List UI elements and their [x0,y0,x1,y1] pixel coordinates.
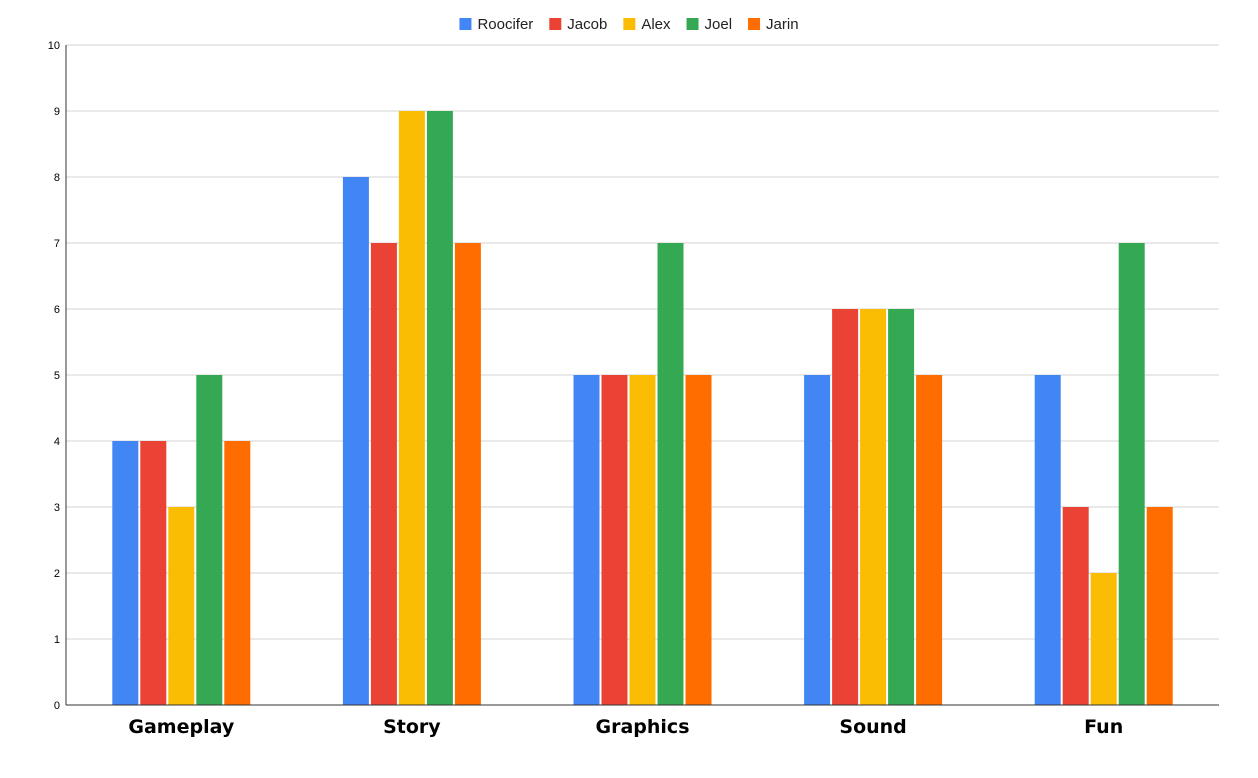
bar-sound-jacob [832,309,859,705]
legend-swatch [748,18,761,30]
bar-graphics-joel [657,243,684,705]
legend-swatch [686,18,699,30]
bar-fun-jarin [1146,507,1173,705]
x-category-label: Gameplay [128,716,234,738]
bar-graphics-roocifer [573,375,600,705]
x-category-label: Sound [839,716,906,738]
x-axis-category-labels: Gameplay Story Graphics Sound Fun [128,716,1123,738]
legend-swatch [623,18,636,30]
legend-item: Joel [686,16,733,33]
x-category-label: Story [383,716,441,738]
legend-label: Joel [705,16,733,33]
bar-story-roocifer [342,177,369,705]
x-category-label: Fun [1084,716,1123,738]
bar-fun-roocifer [1034,375,1061,705]
bar-graphics-jarin [685,375,712,705]
y-tick-label: 6 [54,304,60,316]
y-tick-label: 8 [54,172,60,184]
legend-label: Roocifer [477,16,533,33]
y-tick-label: 4 [54,436,60,448]
y-axis-ticks: 0 1 2 3 4 5 6 7 8 9 10 [48,40,60,712]
legend-item: Roocifer [459,16,533,33]
legend-swatch [459,18,472,30]
legend: Roocifer Jacob Alex Joel Jarin [459,16,799,33]
bars [112,111,1173,705]
legend-swatch [549,18,562,30]
legend-item: Alex [623,16,671,33]
bar-story-jacob [370,243,397,705]
bar-sound-alex [860,309,887,705]
bar-gameplay-joel [196,375,223,705]
y-tick-label: 9 [54,106,60,118]
y-tick-label: 2 [54,568,60,580]
bar-fun-joel [1118,243,1145,705]
legend-item: Jarin [748,16,799,33]
legend-label: Alex [641,16,671,33]
bar-graphics-alex [629,375,656,705]
bar-gameplay-roocifer [112,441,139,705]
y-tick-label: 5 [54,370,60,382]
bar-sound-jarin [916,375,943,705]
bar-gameplay-jarin [224,441,251,705]
bar-fun-alex [1090,573,1117,705]
legend-item: Jacob [549,16,607,33]
y-tick-label: 10 [48,40,60,52]
y-tick-label: 1 [54,634,60,646]
y-tick-label: 3 [54,502,60,514]
bar-sound-joel [888,309,915,705]
bar-story-alex [398,111,425,705]
x-category-label: Graphics [596,716,690,738]
y-tick-label: 0 [54,700,60,712]
y-tick-label: 7 [54,238,60,250]
bar-sound-roocifer [804,375,831,705]
bar-gameplay-jacob [140,441,167,705]
legend-label: Jarin [766,16,799,33]
bar-graphics-jacob [601,375,628,705]
bar-story-jarin [454,243,481,705]
bar-fun-jacob [1062,507,1089,705]
axes [65,45,1219,706]
bar-story-joel [426,111,453,705]
bar-gameplay-alex [168,507,195,705]
legend-label: Jacob [567,16,607,33]
